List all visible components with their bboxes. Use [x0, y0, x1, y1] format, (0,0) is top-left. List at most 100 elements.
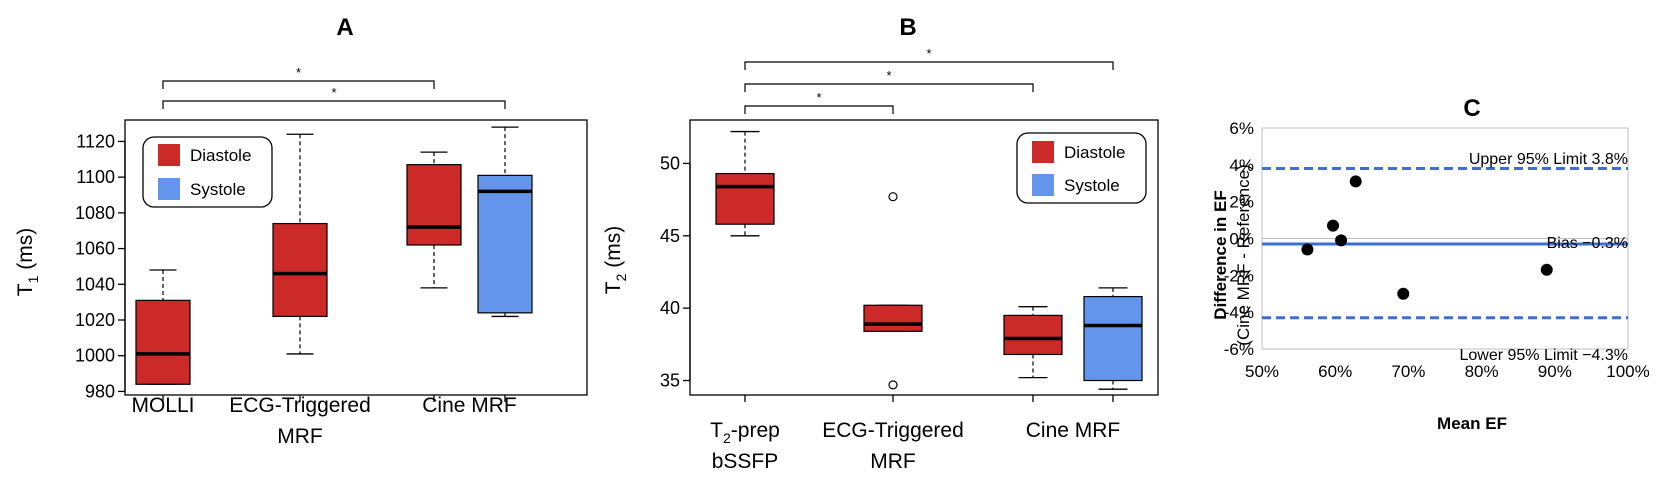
- panel-b-y-label-base: T: [602, 281, 625, 294]
- panel-c-y-tick-label: -2%: [1224, 266, 1254, 285]
- panel-a-y-label: T1 (ms): [14, 228, 41, 296]
- panel-b-y-tick-label: 50: [660, 153, 680, 173]
- iqr-box: [406, 164, 462, 246]
- panel-b-x-categories: T2-prep bSSFP ECG-Triggered MRF Cine MRF: [710, 395, 1120, 473]
- panel-c-x-label: Mean EF: [1437, 414, 1507, 433]
- lower-limit-label: Lower 95% Limit −4.3%: [1459, 347, 1628, 364]
- panel-b-legend: Diastole Systole: [1016, 132, 1147, 204]
- panel-c-x-tick-label: 70%: [1391, 362, 1425, 381]
- panel-b-category-0-line1: T2-prep: [710, 419, 780, 446]
- panel-c-x-tick-label: 80%: [1465, 362, 1499, 381]
- panel-a-y-tick-label: 1080: [75, 203, 115, 223]
- panel-a-y-tick-label: 1100: [76, 167, 115, 187]
- panel-c-y-tick-label: -4%: [1224, 303, 1254, 322]
- panel-c-x-tick-label: 60%: [1318, 362, 1352, 381]
- panel-c-y-label-2: (Cine MRF - Reference): [1234, 164, 1253, 345]
- panel-c: C 6% 4% 2% 0% -2% -4% -6% 50% 60% 70% 80% 90% 100% M…: [1211, 95, 1650, 433]
- legend-label-diastole: Diastole: [1064, 143, 1125, 162]
- iqr-box: [272, 222, 328, 318]
- panel-a-y-label-base: T: [14, 283, 37, 296]
- panel-c-y-tick-label: 0%: [1229, 230, 1254, 249]
- panel-a-category-label: ECG-Triggered: [229, 394, 371, 417]
- panel-a-y-label-sub: 1: [25, 275, 41, 283]
- panel-a-category-label: MRF: [277, 425, 323, 448]
- iqr-box: [1003, 314, 1063, 356]
- panel-c-plot: 6% 4% 2% 0% -2% -4% -6% 50% 60% 70% 80% 90% 100%: [1224, 119, 1650, 381]
- panel-a-y-tick-label: 1060: [75, 239, 115, 259]
- iqr-box: [715, 172, 775, 225]
- panel-b-y-label-sub: 2: [613, 273, 629, 281]
- panel-c-y-tick-label: 4%: [1229, 156, 1254, 175]
- panel-a-y-tick-label: 1020: [75, 310, 115, 330]
- data-point: [1540, 263, 1553, 276]
- panel-b-y-axis: 35 40 45 50: [660, 153, 691, 391]
- iqr-box: [135, 299, 191, 385]
- panel-b-box-diastole: [715, 130, 775, 237]
- bracket-line: [744, 105, 894, 114]
- panel-b-category-0-rest: -prep: [731, 419, 780, 442]
- panel-b-category-label: Cine MRF: [1026, 419, 1121, 442]
- panel-b-significance-bracket: *: [744, 68, 1034, 92]
- panel-b-y-tick-label: 40: [660, 298, 680, 318]
- legend-swatch-diastole: [1032, 141, 1054, 163]
- panel-a-y-tick-label: 1040: [75, 274, 115, 294]
- panel-a-boxes: [135, 126, 533, 385]
- panel-a-box-diastole: [406, 151, 462, 289]
- bias-label: Bias −0.3%: [1547, 235, 1628, 252]
- outlier-point: [888, 192, 898, 202]
- data-point: [1335, 234, 1348, 247]
- panel-b-title: B: [899, 14, 916, 41]
- data-point: [1301, 243, 1314, 256]
- panel-b-significance-bracket: *: [744, 90, 894, 114]
- panel-a-y-tick-label: 980: [85, 381, 115, 401]
- panel-b-y-label: T2 (ms): [602, 226, 629, 294]
- iqr-box: [1083, 295, 1143, 382]
- panel-c-y-tick-label: 2%: [1229, 193, 1254, 212]
- panel-a-significance-bracket: *: [162, 85, 506, 109]
- bracket-line: [744, 61, 1114, 70]
- outlier-point: [888, 380, 898, 390]
- legend-swatch-systole: [1032, 174, 1054, 196]
- legend-label-systole: Systole: [190, 180, 246, 199]
- panel-c-x-tick-label: 100%: [1606, 362, 1649, 381]
- panel-a-box-diastole: [272, 133, 328, 355]
- significance-star: *: [926, 46, 931, 61]
- significance-star: *: [886, 68, 891, 83]
- legend-label-systole: Systole: [1064, 176, 1120, 195]
- panel-b-boxes: [715, 130, 1143, 390]
- panel-a-box-systole: [477, 126, 533, 318]
- panel-b-category-label: ECG-Triggered: [822, 419, 964, 442]
- panel-b-category-0-base: T: [710, 419, 723, 442]
- significance-star: *: [816, 90, 821, 105]
- upper-limit-label: Upper 95% Limit 3.8%: [1469, 151, 1628, 168]
- panel-b-box-diastole: [863, 192, 923, 390]
- panel-a-y-tick-label: 1000: [75, 346, 115, 366]
- legend-swatch-systole: [158, 178, 180, 200]
- significance-star: *: [296, 65, 301, 80]
- panel-a-title: A: [336, 14, 353, 41]
- legend-swatch-diastole: [158, 144, 180, 166]
- panel-b-category-0-sub: 2: [723, 430, 731, 446]
- panel-a-x-categories: MOLLI ECG-Triggered MRF Cine MRF: [131, 394, 516, 448]
- iqr-box: [863, 304, 923, 332]
- panel-a-legend: Diastole Systole: [142, 136, 273, 208]
- panel-b-box-systole: [1083, 287, 1143, 390]
- panel-c-y-tick-label: 6%: [1229, 119, 1254, 138]
- panel-a-category-label: MOLLI: [131, 394, 194, 417]
- panel-b-category-0-line2: bSSFP: [712, 450, 779, 473]
- data-point: [1349, 175, 1362, 188]
- bracket-line: [162, 100, 506, 109]
- panel-a-y-tick-label: 1120: [76, 131, 115, 151]
- panel-b-y-label-unit: (ms): [602, 226, 625, 274]
- panel-c-title: C: [1463, 95, 1480, 122]
- panel-a-significance-brackets: **: [162, 65, 506, 109]
- bracket-line: [744, 83, 1034, 92]
- data-point: [1397, 287, 1410, 300]
- panel-c-x-tick-label: 90%: [1538, 362, 1572, 381]
- panel-a-y-axis: 980 1000 1020 1040 1060 1080 1100 1120: [75, 131, 126, 401]
- legend-label-diastole: Diastole: [190, 146, 251, 165]
- panel-b-y-tick-label: 35: [660, 371, 680, 391]
